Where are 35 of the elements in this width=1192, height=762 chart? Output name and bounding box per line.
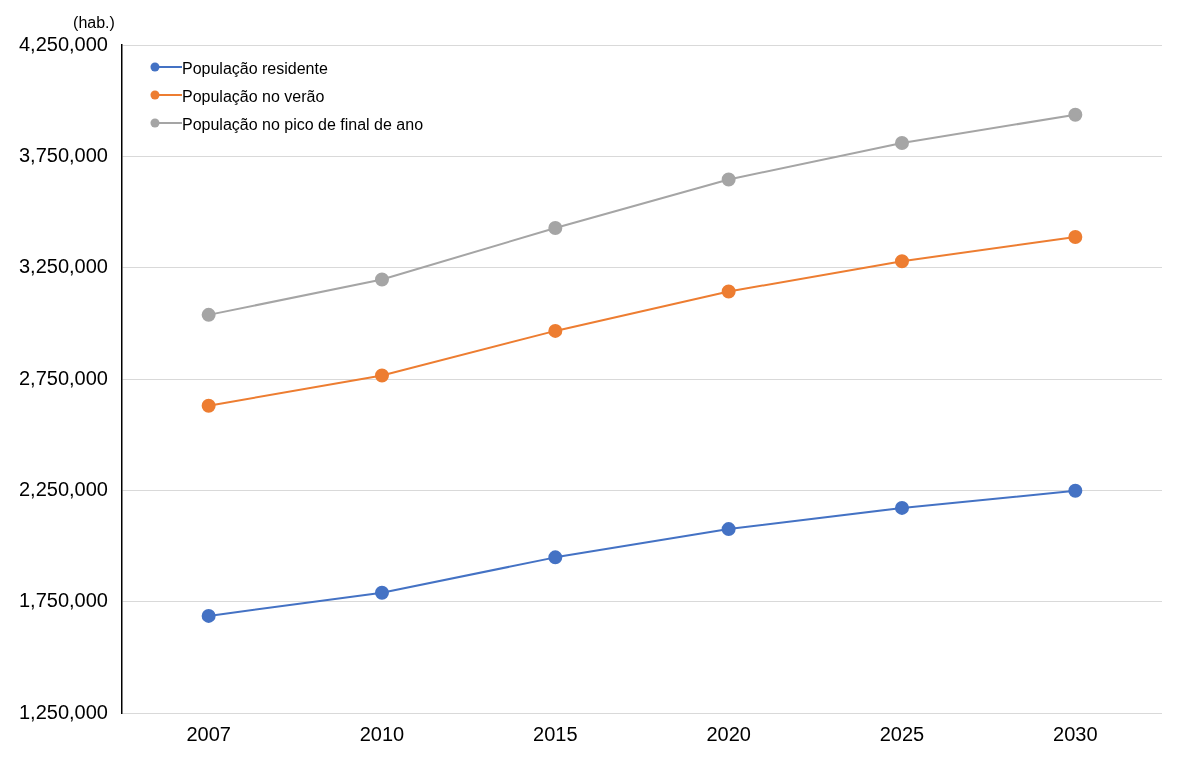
y-tick-label: 1,250,000 <box>18 700 108 723</box>
y-tick-label: 3,250,000 <box>18 255 108 278</box>
point <box>201 608 216 623</box>
legend-label: População no verão <box>181 88 325 106</box>
point <box>1068 107 1083 122</box>
x-tick-label: 2030 <box>1053 722 1098 745</box>
legend-label: População residente <box>181 60 328 78</box>
point <box>374 272 389 287</box>
x-tick-label: 2020 <box>706 722 751 745</box>
y-axis-title: (hab.) <box>73 14 115 32</box>
x-tick-label: 2015 <box>533 722 578 745</box>
point <box>721 172 736 187</box>
point <box>548 550 563 565</box>
y-tick-label: 4,250,000 <box>18 32 108 55</box>
y-tick-label: 2,250,000 <box>18 477 108 500</box>
point <box>201 307 216 322</box>
point <box>894 500 909 515</box>
point <box>894 254 909 269</box>
x-tick-label: 2010 <box>359 722 405 745</box>
y-tick-label: 3,750,000 <box>18 143 108 166</box>
point <box>374 585 389 600</box>
point <box>548 323 563 338</box>
point <box>201 398 216 413</box>
y-tick-label: 1,750,000 <box>18 589 108 612</box>
x-tick-label: 2025 <box>879 722 925 745</box>
point <box>374 368 389 383</box>
x-tick-label: 2007 <box>186 722 231 745</box>
point <box>1068 229 1083 244</box>
point <box>721 522 736 537</box>
point <box>1068 483 1083 498</box>
point <box>894 135 909 150</box>
legend-label: População no pico de final de ano <box>181 116 424 134</box>
point <box>548 221 563 236</box>
point <box>721 284 736 299</box>
y-tick-label: 2,750,000 <box>18 366 108 389</box>
